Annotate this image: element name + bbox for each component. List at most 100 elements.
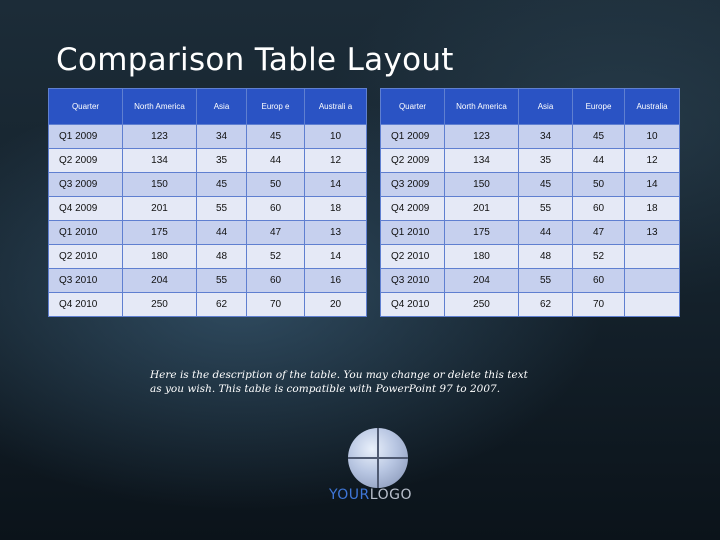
europe-cell: 52	[572, 244, 625, 269]
table-row: Q4 2010 250 62 70 20	[48, 292, 367, 317]
australia-cell	[624, 244, 680, 269]
quarter-cell: Q1 2010	[380, 220, 445, 245]
table-row: Q2 2010 180 48 52	[380, 244, 680, 269]
table-row: Q3 2010 204 55 60 16	[48, 268, 367, 293]
australia-cell: 10	[304, 124, 367, 149]
australia-cell: 12	[624, 148, 680, 173]
asia-cell: 55	[518, 268, 573, 293]
comparison-table-right: Quarter North America Asia Europe Austra…	[380, 88, 680, 317]
table-row: Q3 2009 150 45 50 14	[48, 172, 367, 197]
column-header-asia: Asia	[196, 88, 247, 125]
asia-cell: 55	[518, 196, 573, 221]
asia-cell: 55	[196, 196, 247, 221]
north-america-cell: 204	[122, 268, 197, 293]
asia-cell: 62	[196, 292, 247, 317]
north-america-cell: 201	[122, 196, 197, 221]
table-description: Here is the description of the table. Yo…	[150, 369, 528, 395]
comparison-table-left: Quarter North America Asia Europ e Austr…	[48, 88, 367, 317]
asia-cell: 55	[196, 268, 247, 293]
europe-cell: 60	[572, 268, 625, 293]
asia-cell: 44	[518, 220, 573, 245]
australia-cell	[624, 292, 680, 317]
table-row: Q1 2010 175 44 47 13	[380, 220, 680, 245]
europe-cell: 70	[246, 292, 305, 317]
column-header-australia: Australi a	[304, 88, 367, 125]
column-header-quarter: Quarter	[380, 88, 445, 125]
north-america-cell: 180	[444, 244, 519, 269]
quarter-cell: Q2 2009	[380, 148, 445, 173]
table-row: Q2 2009 134 35 44 12	[380, 148, 680, 173]
north-america-cell: 150	[122, 172, 197, 197]
asia-cell: 45	[518, 172, 573, 197]
table-row: Q3 2010 204 55 60	[380, 268, 680, 293]
logo-wordmark: YOURLOGO	[329, 487, 412, 503]
asia-cell: 45	[196, 172, 247, 197]
australia-cell: 16	[304, 268, 367, 293]
north-america-cell: 123	[122, 124, 197, 149]
quarter-cell: Q2 2010	[380, 244, 445, 269]
table-row: Q4 2010 250 62 70	[380, 292, 680, 317]
europe-cell: 50	[246, 172, 305, 197]
australia-cell: 20	[304, 292, 367, 317]
australia-cell: 13	[624, 220, 680, 245]
column-header-quarter: Quarter	[48, 88, 123, 125]
column-header-north-america: North America	[444, 88, 519, 125]
quarter-cell: Q3 2009	[48, 172, 123, 197]
europe-cell: 47	[246, 220, 305, 245]
asia-cell: 44	[196, 220, 247, 245]
logo-text-your: YOUR	[329, 487, 370, 503]
asia-cell: 48	[518, 244, 573, 269]
europe-cell: 52	[246, 244, 305, 269]
australia-cell: 18	[304, 196, 367, 221]
europe-cell: 60	[572, 196, 625, 221]
column-header-australia: Australia	[624, 88, 680, 125]
table-row: Q3 2009 150 45 50 14	[380, 172, 680, 197]
europe-cell: 45	[572, 124, 625, 149]
quarter-cell: Q4 2010	[48, 292, 123, 317]
north-america-cell: 250	[122, 292, 197, 317]
quarter-cell: Q1 2010	[48, 220, 123, 245]
australia-cell: 12	[304, 148, 367, 173]
logo-globe-icon	[348, 428, 408, 488]
column-header-europe: Europ e	[246, 88, 305, 125]
column-header-europe: Europe	[572, 88, 625, 125]
column-header-north-america: North America	[122, 88, 197, 125]
australia-cell: 18	[624, 196, 680, 221]
europe-cell: 50	[572, 172, 625, 197]
quarter-cell: Q2 2009	[48, 148, 123, 173]
europe-cell: 70	[572, 292, 625, 317]
north-america-cell: 134	[122, 148, 197, 173]
north-america-cell: 180	[122, 244, 197, 269]
table-row: Q1 2009 123 34 45 10	[380, 124, 680, 149]
table-row: Q1 2010 175 44 47 13	[48, 220, 367, 245]
australia-cell	[624, 268, 680, 293]
asia-cell: 34	[518, 124, 573, 149]
australia-cell: 14	[304, 244, 367, 269]
europe-cell: 44	[572, 148, 625, 173]
europe-cell: 47	[572, 220, 625, 245]
table-header-row: Quarter North America Asia Europ e Austr…	[48, 88, 367, 125]
quarter-cell: Q3 2009	[380, 172, 445, 197]
australia-cell: 14	[624, 172, 680, 197]
asia-cell: 48	[196, 244, 247, 269]
quarter-cell: Q1 2009	[48, 124, 123, 149]
table-row: Q2 2010 180 48 52 14	[48, 244, 367, 269]
column-header-asia: Asia	[518, 88, 573, 125]
australia-cell: 10	[624, 124, 680, 149]
quarter-cell: Q4 2009	[48, 196, 123, 221]
slide-title: Comparison Table Layout	[56, 42, 454, 78]
table-row: Q4 2009 201 55 60 18	[380, 196, 680, 221]
asia-cell: 62	[518, 292, 573, 317]
north-america-cell: 175	[444, 220, 519, 245]
north-america-cell: 134	[444, 148, 519, 173]
north-america-cell: 250	[444, 292, 519, 317]
table-row: Q4 2009 201 55 60 18	[48, 196, 367, 221]
logo-text-logo: LOGO	[369, 487, 412, 503]
europe-cell: 44	[246, 148, 305, 173]
asia-cell: 34	[196, 124, 247, 149]
north-america-cell: 123	[444, 124, 519, 149]
north-america-cell: 201	[444, 196, 519, 221]
north-america-cell: 204	[444, 268, 519, 293]
australia-cell: 14	[304, 172, 367, 197]
quarter-cell: Q1 2009	[380, 124, 445, 149]
